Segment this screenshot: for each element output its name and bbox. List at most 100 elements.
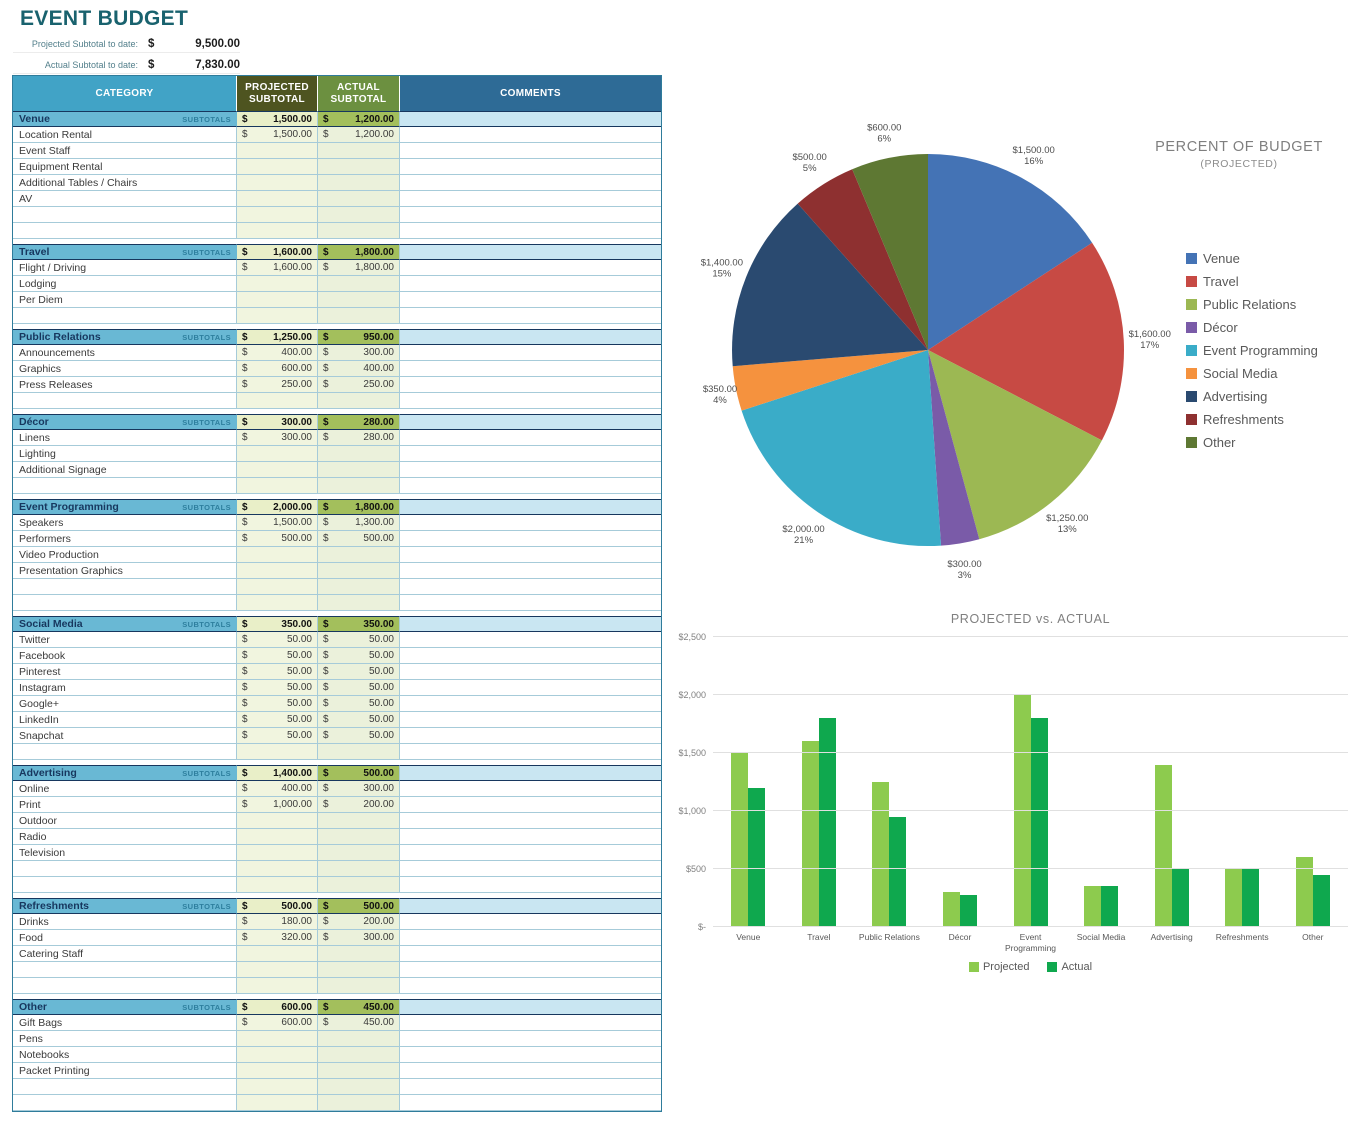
item-label-cell[interactable]: Print (13, 797, 237, 813)
actual-subtotal-cell[interactable]: $350.00 (318, 616, 400, 632)
comments-cell[interactable] (400, 744, 661, 760)
actual-cell[interactable] (318, 175, 400, 191)
item-label-cell[interactable]: Pens (13, 1031, 237, 1047)
actual-cell[interactable]: $450.00 (318, 1015, 400, 1031)
actual-cell[interactable] (318, 478, 400, 494)
comments-cell[interactable] (400, 111, 661, 127)
actual-cell[interactable] (318, 563, 400, 579)
projected-cell[interactable]: $50.00 (237, 648, 318, 664)
comments-cell[interactable] (400, 175, 661, 191)
item-label-cell[interactable] (13, 393, 237, 409)
actual-cell[interactable]: $50.00 (318, 680, 400, 696)
comments-cell[interactable] (400, 999, 661, 1015)
comments-cell[interactable] (400, 191, 661, 207)
projected-cell[interactable] (237, 478, 318, 494)
projected-subtotal-cell[interactable]: $1,250.00 (237, 329, 318, 345)
projected-subtotal-cell[interactable]: $1,400.00 (237, 765, 318, 781)
item-label-cell[interactable]: Lighting (13, 446, 237, 462)
projected-cell[interactable] (237, 159, 318, 175)
actual-cell[interactable] (318, 462, 400, 478)
actual-cell[interactable] (318, 1047, 400, 1063)
comments-cell[interactable] (400, 978, 661, 994)
comments-cell[interactable] (400, 616, 661, 632)
comments-cell[interactable] (400, 680, 661, 696)
projected-subtotal-cell[interactable]: $2,000.00 (237, 499, 318, 515)
actual-cell[interactable]: $300.00 (318, 930, 400, 946)
item-label-cell[interactable]: Snapchat (13, 728, 237, 744)
comments-cell[interactable] (400, 531, 661, 547)
projected-cell[interactable]: $500.00 (237, 531, 318, 547)
comments-cell[interactable] (400, 292, 661, 308)
item-label-cell[interactable]: Event Staff (13, 143, 237, 159)
comments-cell[interactable] (400, 962, 661, 978)
comments-cell[interactable] (400, 946, 661, 962)
actual-cell[interactable] (318, 877, 400, 893)
actual-cell[interactable] (318, 579, 400, 595)
comments-cell[interactable] (400, 930, 661, 946)
actual-subtotal-currency[interactable]: $ (148, 58, 155, 71)
item-label-cell[interactable]: Speakers (13, 515, 237, 531)
item-label-cell[interactable]: Graphics (13, 361, 237, 377)
actual-cell[interactable] (318, 946, 400, 962)
actual-cell[interactable]: $280.00 (318, 430, 400, 446)
actual-cell[interactable]: $50.00 (318, 648, 400, 664)
item-label-cell[interactable] (13, 223, 237, 239)
item-label-cell[interactable]: Gift Bags (13, 1015, 237, 1031)
actual-cell[interactable] (318, 191, 400, 207)
comments-cell[interactable] (400, 1079, 661, 1095)
comments-cell[interactable] (400, 345, 661, 361)
actual-subtotal-cell[interactable]: $280.00 (318, 414, 400, 430)
projected-cell[interactable] (237, 292, 318, 308)
projected-cell[interactable] (237, 446, 318, 462)
item-label-cell[interactable]: LinkedIn (13, 712, 237, 728)
comments-cell[interactable] (400, 244, 661, 260)
projected-cell[interactable] (237, 547, 318, 563)
projected-cell[interactable]: $50.00 (237, 712, 318, 728)
section-name-cell[interactable]: Travel SUBTOTALS (13, 244, 237, 260)
projected-subtotal-cell[interactable]: $600.00 (237, 999, 318, 1015)
section-name-cell[interactable]: Other SUBTOTALS (13, 999, 237, 1015)
projected-cell[interactable] (237, 1063, 318, 1079)
projected-cell[interactable]: $600.00 (237, 361, 318, 377)
actual-subtotal-cell[interactable]: $950.00 (318, 329, 400, 345)
projected-cell[interactable]: $1,500.00 (237, 515, 318, 531)
projected-cell[interactable] (237, 1095, 318, 1111)
projected-cell[interactable] (237, 877, 318, 893)
actual-cell[interactable]: $200.00 (318, 914, 400, 930)
item-label-cell[interactable] (13, 1079, 237, 1095)
item-label-cell[interactable]: Twitter (13, 632, 237, 648)
projected-cell[interactable] (237, 595, 318, 611)
item-label-cell[interactable]: Packet Printing (13, 1063, 237, 1079)
projected-subtotal-cell[interactable]: $500.00 (237, 898, 318, 914)
actual-cell[interactable] (318, 1031, 400, 1047)
projected-cell[interactable]: $50.00 (237, 632, 318, 648)
comments-cell[interactable] (400, 223, 661, 239)
projected-cell[interactable]: $50.00 (237, 696, 318, 712)
projected-cell[interactable] (237, 308, 318, 324)
projected-cell[interactable]: $1,000.00 (237, 797, 318, 813)
projected-cell[interactable] (237, 978, 318, 994)
comments-cell[interactable] (400, 377, 661, 393)
comments-cell[interactable] (400, 696, 661, 712)
comments-cell[interactable] (400, 308, 661, 324)
item-label-cell[interactable]: Video Production (13, 547, 237, 563)
comments-cell[interactable] (400, 829, 661, 845)
projected-cell[interactable] (237, 143, 318, 159)
comments-cell[interactable] (400, 861, 661, 877)
projected-subtotal-cell[interactable]: $1,600.00 (237, 244, 318, 260)
comments-cell[interactable] (400, 845, 661, 861)
comments-cell[interactable] (400, 276, 661, 292)
comments-cell[interactable] (400, 159, 661, 175)
projected-cell[interactable] (237, 1031, 318, 1047)
section-name-cell[interactable]: Social Media SUBTOTALS (13, 616, 237, 632)
actual-cell[interactable] (318, 547, 400, 563)
actual-subtotal-cell[interactable]: $1,800.00 (318, 499, 400, 515)
actual-subtotal-cell[interactable]: $500.00 (318, 898, 400, 914)
comments-cell[interactable] (400, 515, 661, 531)
projected-cell[interactable] (237, 744, 318, 760)
actual-cell[interactable] (318, 223, 400, 239)
projected-cell[interactable] (237, 845, 318, 861)
section-name-cell[interactable]: Advertising SUBTOTALS (13, 765, 237, 781)
projected-cell[interactable]: $50.00 (237, 664, 318, 680)
actual-cell[interactable] (318, 861, 400, 877)
